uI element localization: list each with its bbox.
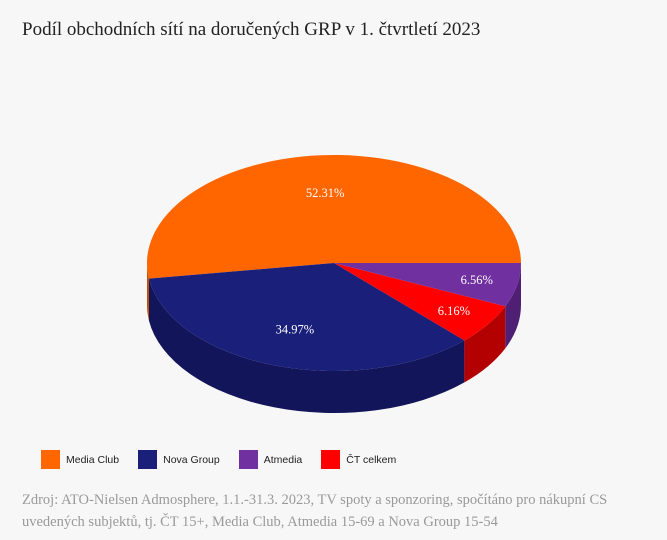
legend-item-atmedia[interactable]: Atmedia (238, 450, 303, 469)
legend-label: Media Club (66, 453, 120, 466)
legend-swatch (138, 450, 158, 469)
slice-label: 6.56% (461, 273, 493, 287)
pie-chart: 52.31% 34.97% 6.16% 6.56% (147, 155, 521, 413)
legend-swatch (321, 450, 341, 469)
pie-slice-nova-group[interactable] (148, 263, 465, 372)
legend: Media Club Nova Group Atmedia ČT celkem (41, 450, 415, 469)
pie-top (147, 155, 521, 372)
pie-side-čt-celkem (464, 306, 506, 383)
legend-item-ct-celkem[interactable]: ČT celkem (321, 450, 396, 469)
legend-item-media-club[interactable]: Media Club (41, 450, 119, 469)
legend-label: ČT celkem (346, 453, 397, 466)
pie-slice-media-club[interactable] (147, 155, 521, 279)
slice-label: 6.16% (438, 304, 470, 318)
pie-sides (147, 263, 521, 413)
legend-item-nova-group[interactable]: Nova Group (138, 450, 220, 469)
pie-side-nova-group (148, 278, 465, 413)
legend-label: Atmedia (263, 453, 303, 466)
pie-side-media-club (147, 263, 149, 321)
pie-slice-atmedia[interactable] (334, 263, 521, 307)
legend-swatch (238, 450, 258, 469)
source-note: Zdroj: ATO-Nielsen Admosphere, 1.1.-31.3… (22, 492, 608, 530)
pie-slice-čt-celkem[interactable] (334, 263, 506, 341)
legend-label: Nova Group (163, 453, 220, 466)
pie-side-atmedia (505, 263, 521, 349)
slice-label: 34.97% (276, 322, 315, 336)
chart-title: Podíl obchodních sítí na doručených GRP … (22, 19, 481, 40)
slice-label: 52.31% (306, 186, 345, 200)
legend-swatch (41, 450, 60, 469)
